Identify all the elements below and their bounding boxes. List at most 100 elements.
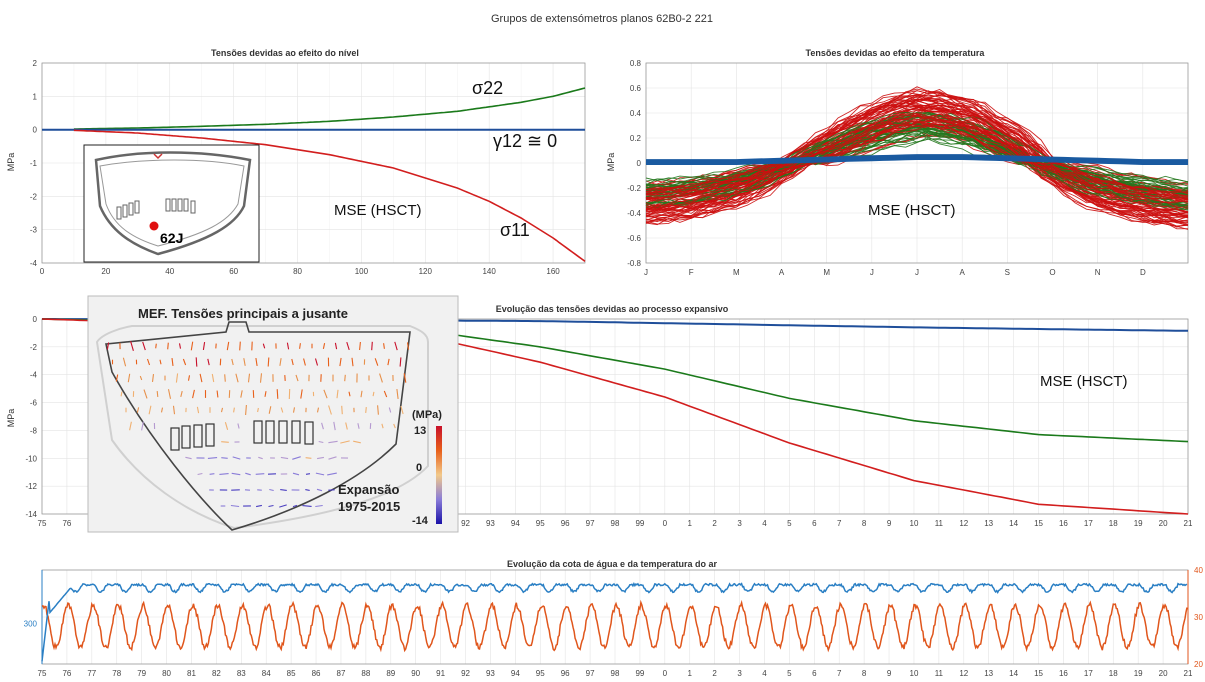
fem-stress-arrow	[142, 341, 146, 351]
fem-inset-title: MEF. Tensões principais a jusante	[138, 306, 348, 321]
x-tick-label: 20	[101, 267, 110, 276]
fem-stress-arrow	[328, 405, 332, 415]
fem-stress-arrow	[182, 358, 187, 366]
fem-stress-arrow	[243, 358, 246, 366]
fem-stress-arrow	[321, 422, 324, 430]
month-tick-label: J	[644, 268, 648, 277]
fem-stress-arrow	[160, 407, 164, 413]
fem-stress-arrow	[197, 472, 203, 476]
year-tick-label: 98	[611, 519, 620, 528]
sigma11-thermal-line	[645, 93, 1189, 224]
fem-stress-arrow	[255, 358, 258, 366]
year-tick-label: 3	[737, 519, 742, 528]
fem-stress-arrow	[220, 407, 224, 413]
fem-stress-arrow	[267, 357, 270, 367]
sigma22-annotation: σ22	[472, 78, 503, 98]
fem-stress-arrow	[156, 391, 159, 397]
year-tick-label: 92	[461, 669, 470, 678]
water-air-chart-title: Evolução da cota de água e da temperatur…	[507, 559, 718, 569]
fem-stress-arrow	[328, 440, 338, 444]
fem-colorbar-min: -14	[412, 515, 429, 527]
right-y-tick-label: 30	[1194, 613, 1203, 622]
sigma11-thermal-line	[645, 120, 1189, 195]
fem-stress-arrow	[302, 505, 312, 507]
fem-stress-arrow	[239, 341, 241, 351]
fem-stress-arrow	[286, 342, 290, 350]
expansion-mse-annotation: MSE (HSCT)	[1040, 373, 1128, 390]
fem-stress-arrow	[393, 423, 396, 429]
fem-stress-arrow	[141, 421, 144, 431]
year-tick-label: 5	[787, 519, 792, 528]
month-tick-label: A	[959, 268, 965, 277]
water-level-line	[41, 582, 1188, 662]
year-tick-label: 95	[536, 669, 545, 678]
temperature-chart-title: Tensões devidas ao efeito da temperatura	[806, 48, 986, 58]
year-tick-label: 1	[688, 519, 693, 528]
fem-stress-arrow	[245, 404, 247, 416]
fem-stress-arrow	[327, 472, 337, 476]
temperature-chart-series	[645, 86, 1189, 230]
temperature-mse-annotation: MSE (HSCT)	[868, 202, 956, 219]
gauge-62j-label: 62J	[160, 230, 183, 246]
x-tick-label: 140	[482, 267, 496, 276]
y-tick-label: -12	[25, 482, 37, 491]
fem-stress-arrow	[245, 472, 251, 476]
fem-stress-arrow	[295, 374, 299, 382]
fem-stress-arrow	[192, 389, 195, 399]
fem-stress-arrow	[280, 407, 284, 413]
sigma22-thermal-line	[645, 115, 1189, 209]
fem-stress-arrow	[240, 390, 243, 398]
year-tick-label: 19	[1134, 519, 1143, 528]
year-tick-label: 85	[287, 669, 296, 678]
fem-stress-arrow	[130, 341, 134, 351]
fem-stress-arrow	[348, 391, 351, 397]
y-tick-label: -8	[30, 426, 38, 435]
y-tick-label: 2	[33, 59, 38, 68]
year-tick-label: 92	[461, 519, 470, 528]
fem-colorbar	[436, 426, 442, 524]
year-tick-label: 10	[910, 669, 919, 678]
year-tick-label: 98	[611, 669, 620, 678]
y-tick-label: -3	[30, 226, 38, 235]
gamma12-thermal-line	[646, 154, 1188, 161]
year-tick-label: 2	[712, 519, 717, 528]
temperature-effect-chart: Tensões devidas ao efeito da temperatura…	[606, 48, 1189, 277]
expansion-chart-title: Evolução das tensões devidas ao processo…	[496, 304, 729, 314]
year-tick-label: 94	[511, 519, 520, 528]
x-tick-label: 60	[229, 267, 238, 276]
year-tick-label: 14	[1009, 519, 1018, 528]
year-tick-label: 2	[712, 669, 717, 678]
fem-stress-arrow	[167, 342, 169, 350]
sigma11-thermal-line	[645, 118, 1189, 201]
level-chart-ticks: 0 20 40 60 80 100 120 140 160 -4 -3 -2 -1 0 1 2	[30, 59, 560, 276]
month-tick-label: D	[1140, 268, 1146, 277]
fem-stress-arrow	[207, 358, 210, 366]
year-tick-label: 4	[762, 669, 767, 678]
year-tick-label: 76	[62, 519, 71, 528]
year-tick-label: 12	[959, 669, 968, 678]
y-tick-label: -6	[30, 399, 38, 408]
fem-stress-arrow	[221, 457, 228, 459]
year-tick-label: 11	[935, 669, 944, 678]
fem-stress-arrow	[406, 342, 410, 350]
month-tick-label: N	[1095, 268, 1101, 277]
fem-stress-arrow	[388, 407, 392, 413]
fem-stress-arrow	[207, 457, 218, 459]
fem-stress-arrow	[315, 504, 323, 508]
fem-stress-arrow	[171, 358, 174, 366]
year-tick-label: 16	[1059, 519, 1068, 528]
fem-stress-arrow	[151, 374, 155, 382]
fem-stress-arrow	[148, 405, 152, 415]
year-tick-label: 20	[1159, 669, 1168, 678]
fem-stress-arrow	[167, 389, 172, 399]
year-tick-label: 97	[586, 519, 595, 528]
fem-stress-arrow	[403, 373, 407, 383]
fem-stress-arrow	[219, 473, 229, 475]
y-tick-label: -2	[30, 192, 38, 201]
fem-stress-arrow	[346, 341, 350, 351]
fem-stress-arrow	[155, 343, 157, 349]
fem-stress-arrow	[279, 504, 287, 508]
year-tick-label: 84	[262, 669, 271, 678]
fem-stress-arrow	[323, 389, 328, 399]
fem-stress-arrow	[371, 341, 373, 351]
